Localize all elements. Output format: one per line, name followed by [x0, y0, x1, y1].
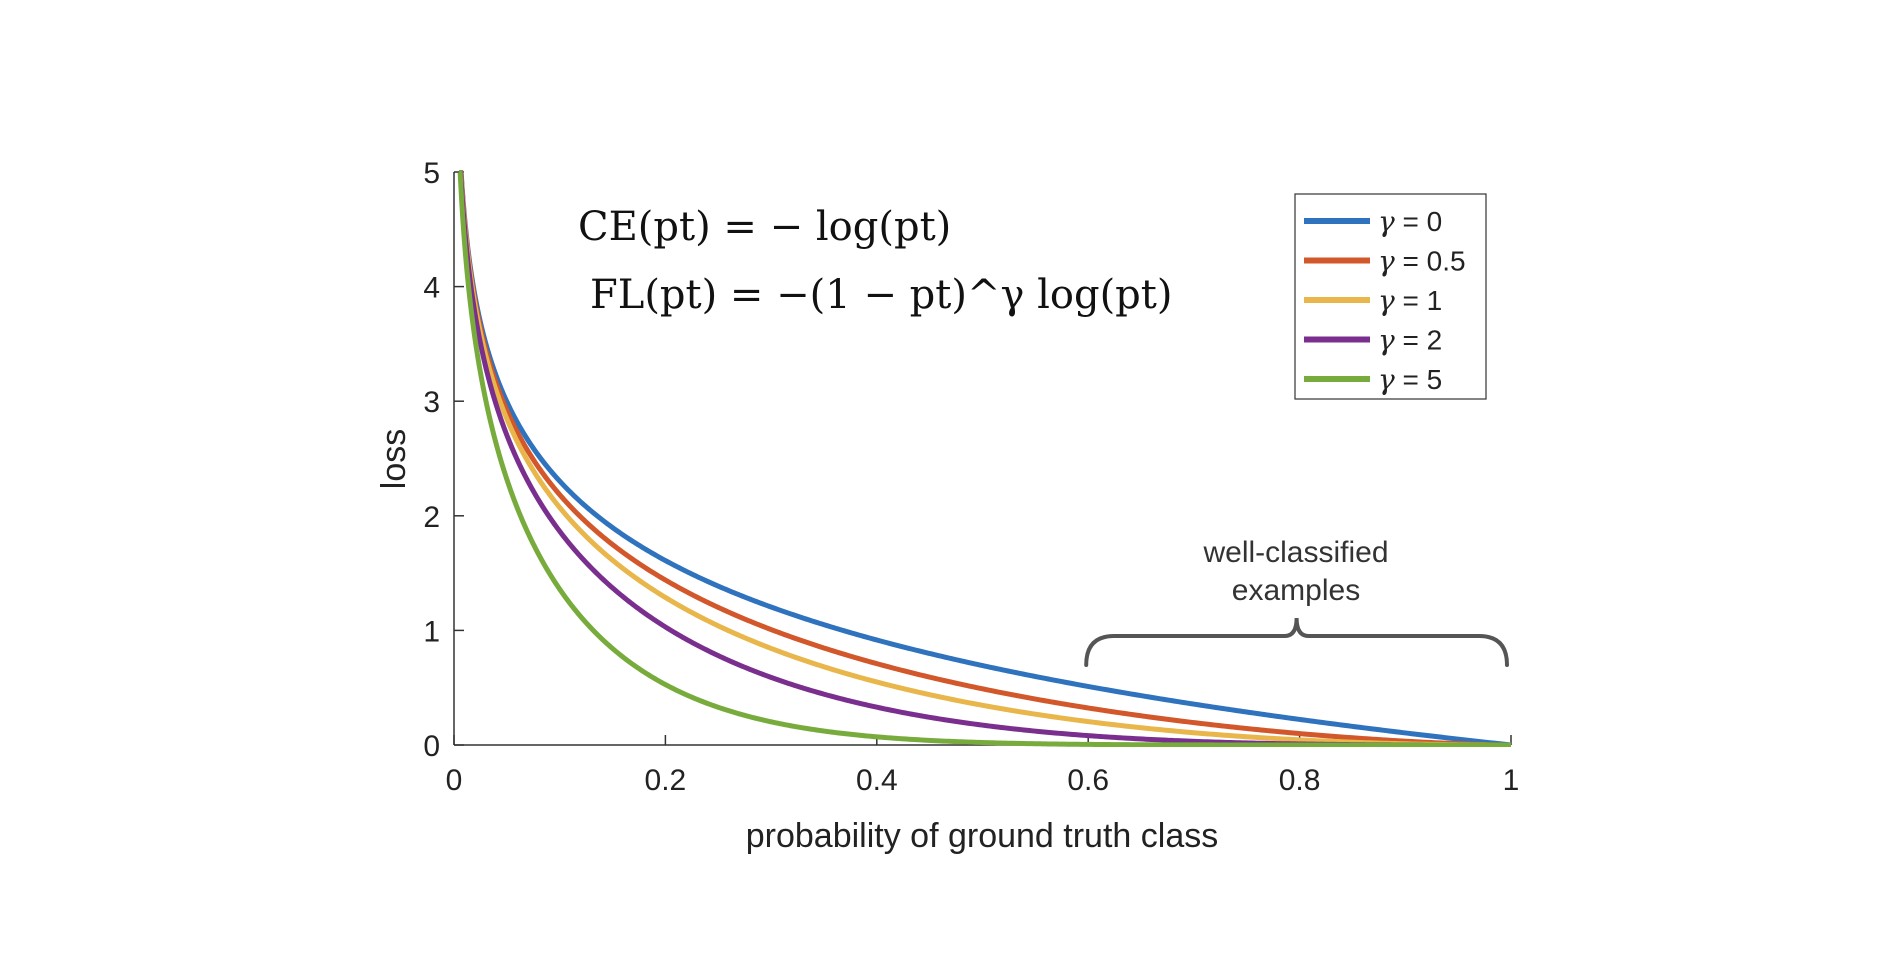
series-line-gamma-5: [456, 170, 1511, 747]
x-tick-label: 0.4: [856, 764, 898, 797]
bracket-label-line1: well-classified: [1202, 536, 1388, 569]
x-tick-label: 0: [446, 764, 463, 797]
legend-label: γ = 0: [1378, 205, 1442, 238]
x-tick-label: 1: [1503, 764, 1520, 797]
legend-item: γ = 2: [1304, 324, 1442, 357]
bracket-label-line2: examples: [1232, 574, 1360, 607]
curly-bracket: [1084, 617, 1509, 667]
formulas: CE(pt) = − log(pt) FL(pt) = −(1 − pt)^γ …: [578, 204, 1172, 318]
y-axis-label: loss: [375, 429, 413, 489]
legend-item: γ = 0: [1304, 205, 1442, 238]
y-tick-label: 4: [423, 272, 440, 305]
series-line-gamma-0: [456, 170, 1512, 747]
legend-item: γ = 0.5: [1304, 245, 1466, 278]
y-tick-label: 0: [423, 730, 440, 763]
x-axis-label: probability of ground truth class: [746, 817, 1218, 855]
legend-label: γ = 5: [1378, 363, 1442, 396]
series-line-gamma-0-5: [456, 170, 1512, 747]
y-tick-label: 1: [423, 615, 440, 648]
well-classified-annotation: well-classified examples: [1084, 536, 1509, 667]
fl-formula: FL(pt) = −(1 − pt)^γ log(pt): [590, 272, 1172, 318]
x-tick-label: 0.2: [645, 764, 687, 797]
legend-box: [1294, 193, 1487, 400]
legend-label: γ = 0.5: [1378, 245, 1466, 278]
series-line-gamma-1: [456, 170, 1511, 747]
y-tick-label: 5: [423, 157, 440, 190]
x-tick-label: 0.6: [1067, 764, 1109, 797]
y-tick-label: 3: [423, 386, 440, 419]
legend-label: γ = 1: [1378, 284, 1442, 317]
legend-item: γ = 5: [1304, 363, 1442, 396]
x-tick-label: 0.8: [1279, 764, 1321, 797]
legend-label: γ = 2: [1378, 324, 1442, 357]
ce-formula: CE(pt) = − log(pt): [578, 204, 951, 250]
axis-ticks: 0 0.2 0.4 0.6 0.8 1 0 1 2 3 4 5: [423, 157, 1519, 797]
y-tick-label: 2: [423, 501, 440, 534]
legend: γ = 0 γ = 0.5 γ = 1 γ = 2 γ = 5: [1294, 193, 1487, 400]
legend-item: γ = 1: [1304, 284, 1442, 317]
series-lines: [456, 170, 1512, 747]
